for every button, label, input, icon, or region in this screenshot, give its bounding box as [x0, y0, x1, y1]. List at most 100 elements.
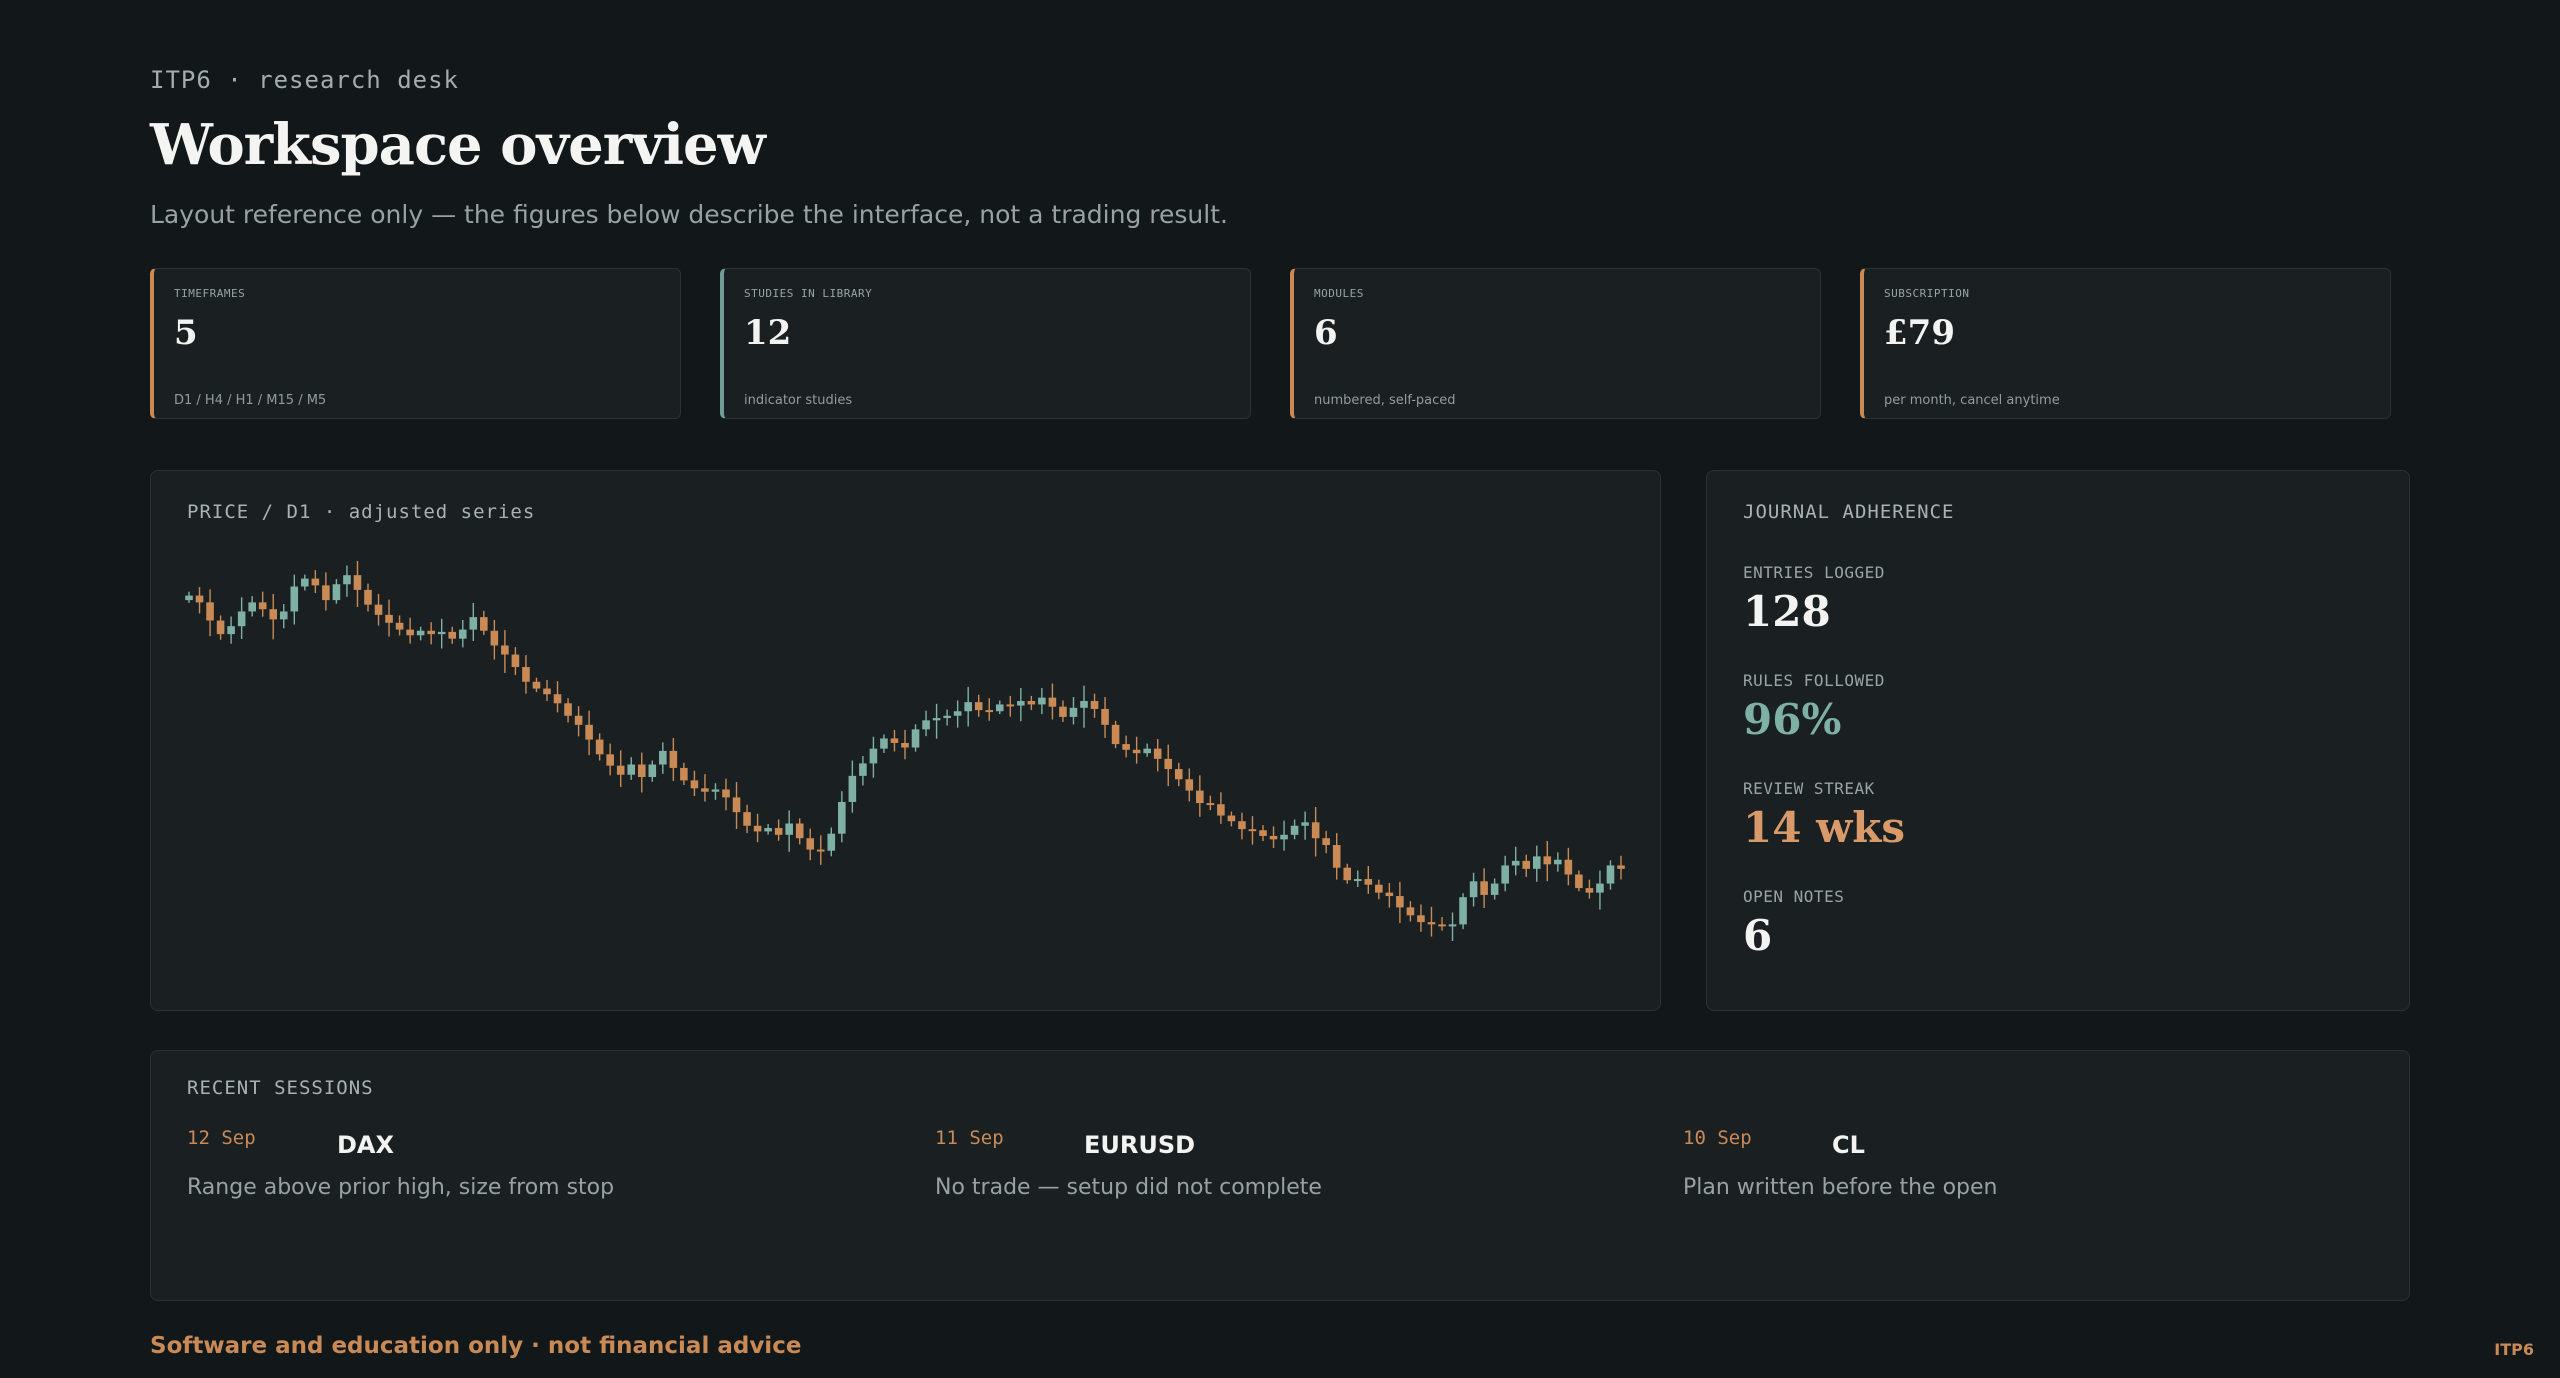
candle [890, 729, 899, 752]
candle-body-down [1132, 749, 1141, 754]
candle [995, 700, 1004, 715]
candle [838, 791, 846, 843]
candle-body-up [1353, 879, 1362, 882]
candle [1164, 744, 1173, 787]
candle-body-down [1438, 924, 1446, 927]
candle [1069, 697, 1078, 725]
candle-body-down [1101, 708, 1109, 725]
candle-body-down [1585, 888, 1594, 893]
candle [1248, 816, 1257, 845]
stat-label: MODULES [1314, 287, 1364, 300]
journal-adherence-panel: JOURNAL ADHERENCE ENTRIES LOGGED 128 RUL… [1706, 470, 2410, 1011]
page-subtitle: Layout reference only — the figures belo… [150, 200, 1228, 229]
candle-body-up [1017, 701, 1025, 706]
session-symbol[interactable]: EURUSD [1084, 1131, 1196, 1159]
candle [1111, 720, 1120, 749]
candle [1596, 870, 1604, 910]
candle [1385, 883, 1394, 908]
candle-body-up [1459, 897, 1467, 925]
candle-body-up [227, 626, 235, 635]
candle [1196, 775, 1204, 817]
candle-body-down [1343, 867, 1352, 881]
candle [669, 737, 678, 781]
candle [290, 574, 299, 625]
candle-body-down [1174, 769, 1183, 780]
candle-body-down [1375, 884, 1383, 893]
candle [827, 827, 836, 857]
candle [1459, 893, 1467, 930]
session-symbol[interactable]: CL [1832, 1131, 1865, 1159]
candle [1480, 868, 1488, 908]
candle-body-up [764, 828, 772, 832]
candle [1469, 872, 1478, 907]
candle-body-down [1259, 830, 1267, 836]
candle-body-up [943, 715, 951, 719]
candle [880, 734, 888, 754]
candle-body-up [1511, 860, 1520, 866]
candle-body-up [1280, 834, 1288, 840]
candle [311, 570, 320, 594]
candle-body-down [522, 667, 530, 682]
candle-body-down [1269, 835, 1278, 840]
candle-body-down [385, 614, 393, 623]
candle-body-down [1575, 874, 1583, 889]
candle-body-down [364, 589, 372, 605]
candle-body-down [585, 724, 593, 740]
candle-body-up [827, 833, 836, 851]
candle-body-down [1153, 748, 1162, 759]
stat-label: STUDIES IN LIBRARY [744, 287, 873, 300]
candle-body-down [1480, 881, 1488, 895]
candle [595, 733, 604, 761]
candle [206, 589, 214, 637]
candle-body-up [237, 611, 246, 627]
candle [237, 597, 246, 639]
candle [869, 736, 878, 778]
candle [648, 760, 657, 782]
candle-body-up [343, 575, 351, 585]
header-kicker: ITP6 · research desk [150, 66, 459, 94]
candle [1290, 819, 1299, 840]
candle-body-down [753, 825, 762, 832]
candle [185, 591, 193, 603]
candle [1543, 841, 1552, 882]
candle [985, 698, 994, 721]
candle [490, 619, 499, 660]
candle-body-down [216, 620, 225, 635]
candle [1101, 697, 1109, 738]
candle-body-down [195, 595, 204, 603]
candle-body-down [1122, 744, 1130, 750]
candle [469, 602, 478, 641]
candle [1301, 811, 1309, 840]
candle-body-up [437, 631, 446, 635]
stat-value: 12 [744, 313, 792, 353]
session-symbol[interactable]: DAX [337, 1131, 394, 1159]
candle [195, 587, 204, 614]
candle-body-down [1564, 859, 1573, 875]
candle [437, 618, 446, 649]
candle-body-up [185, 595, 193, 601]
candle [627, 757, 636, 780]
session-date: 11 Sep [935, 1127, 1004, 1149]
candle [806, 828, 815, 861]
candle [1059, 700, 1067, 722]
candle-body-down [1206, 803, 1215, 806]
candle [448, 626, 457, 644]
candle-body-down [722, 789, 730, 798]
candle [322, 572, 330, 611]
candle [911, 724, 920, 752]
candle-body-up [290, 586, 299, 612]
candle [680, 762, 688, 785]
candle-body-down [574, 715, 583, 725]
candle [943, 709, 951, 726]
candle-body-up [458, 629, 467, 639]
candle [1606, 860, 1615, 890]
candle [343, 565, 351, 597]
candle-body-down [511, 654, 520, 668]
candle-body-down [743, 812, 751, 826]
candle [848, 760, 857, 813]
candle [1575, 870, 1583, 892]
candle-body-up [1290, 825, 1299, 835]
candle [353, 561, 362, 607]
candle-body-down [1332, 845, 1341, 868]
candle [795, 818, 804, 845]
